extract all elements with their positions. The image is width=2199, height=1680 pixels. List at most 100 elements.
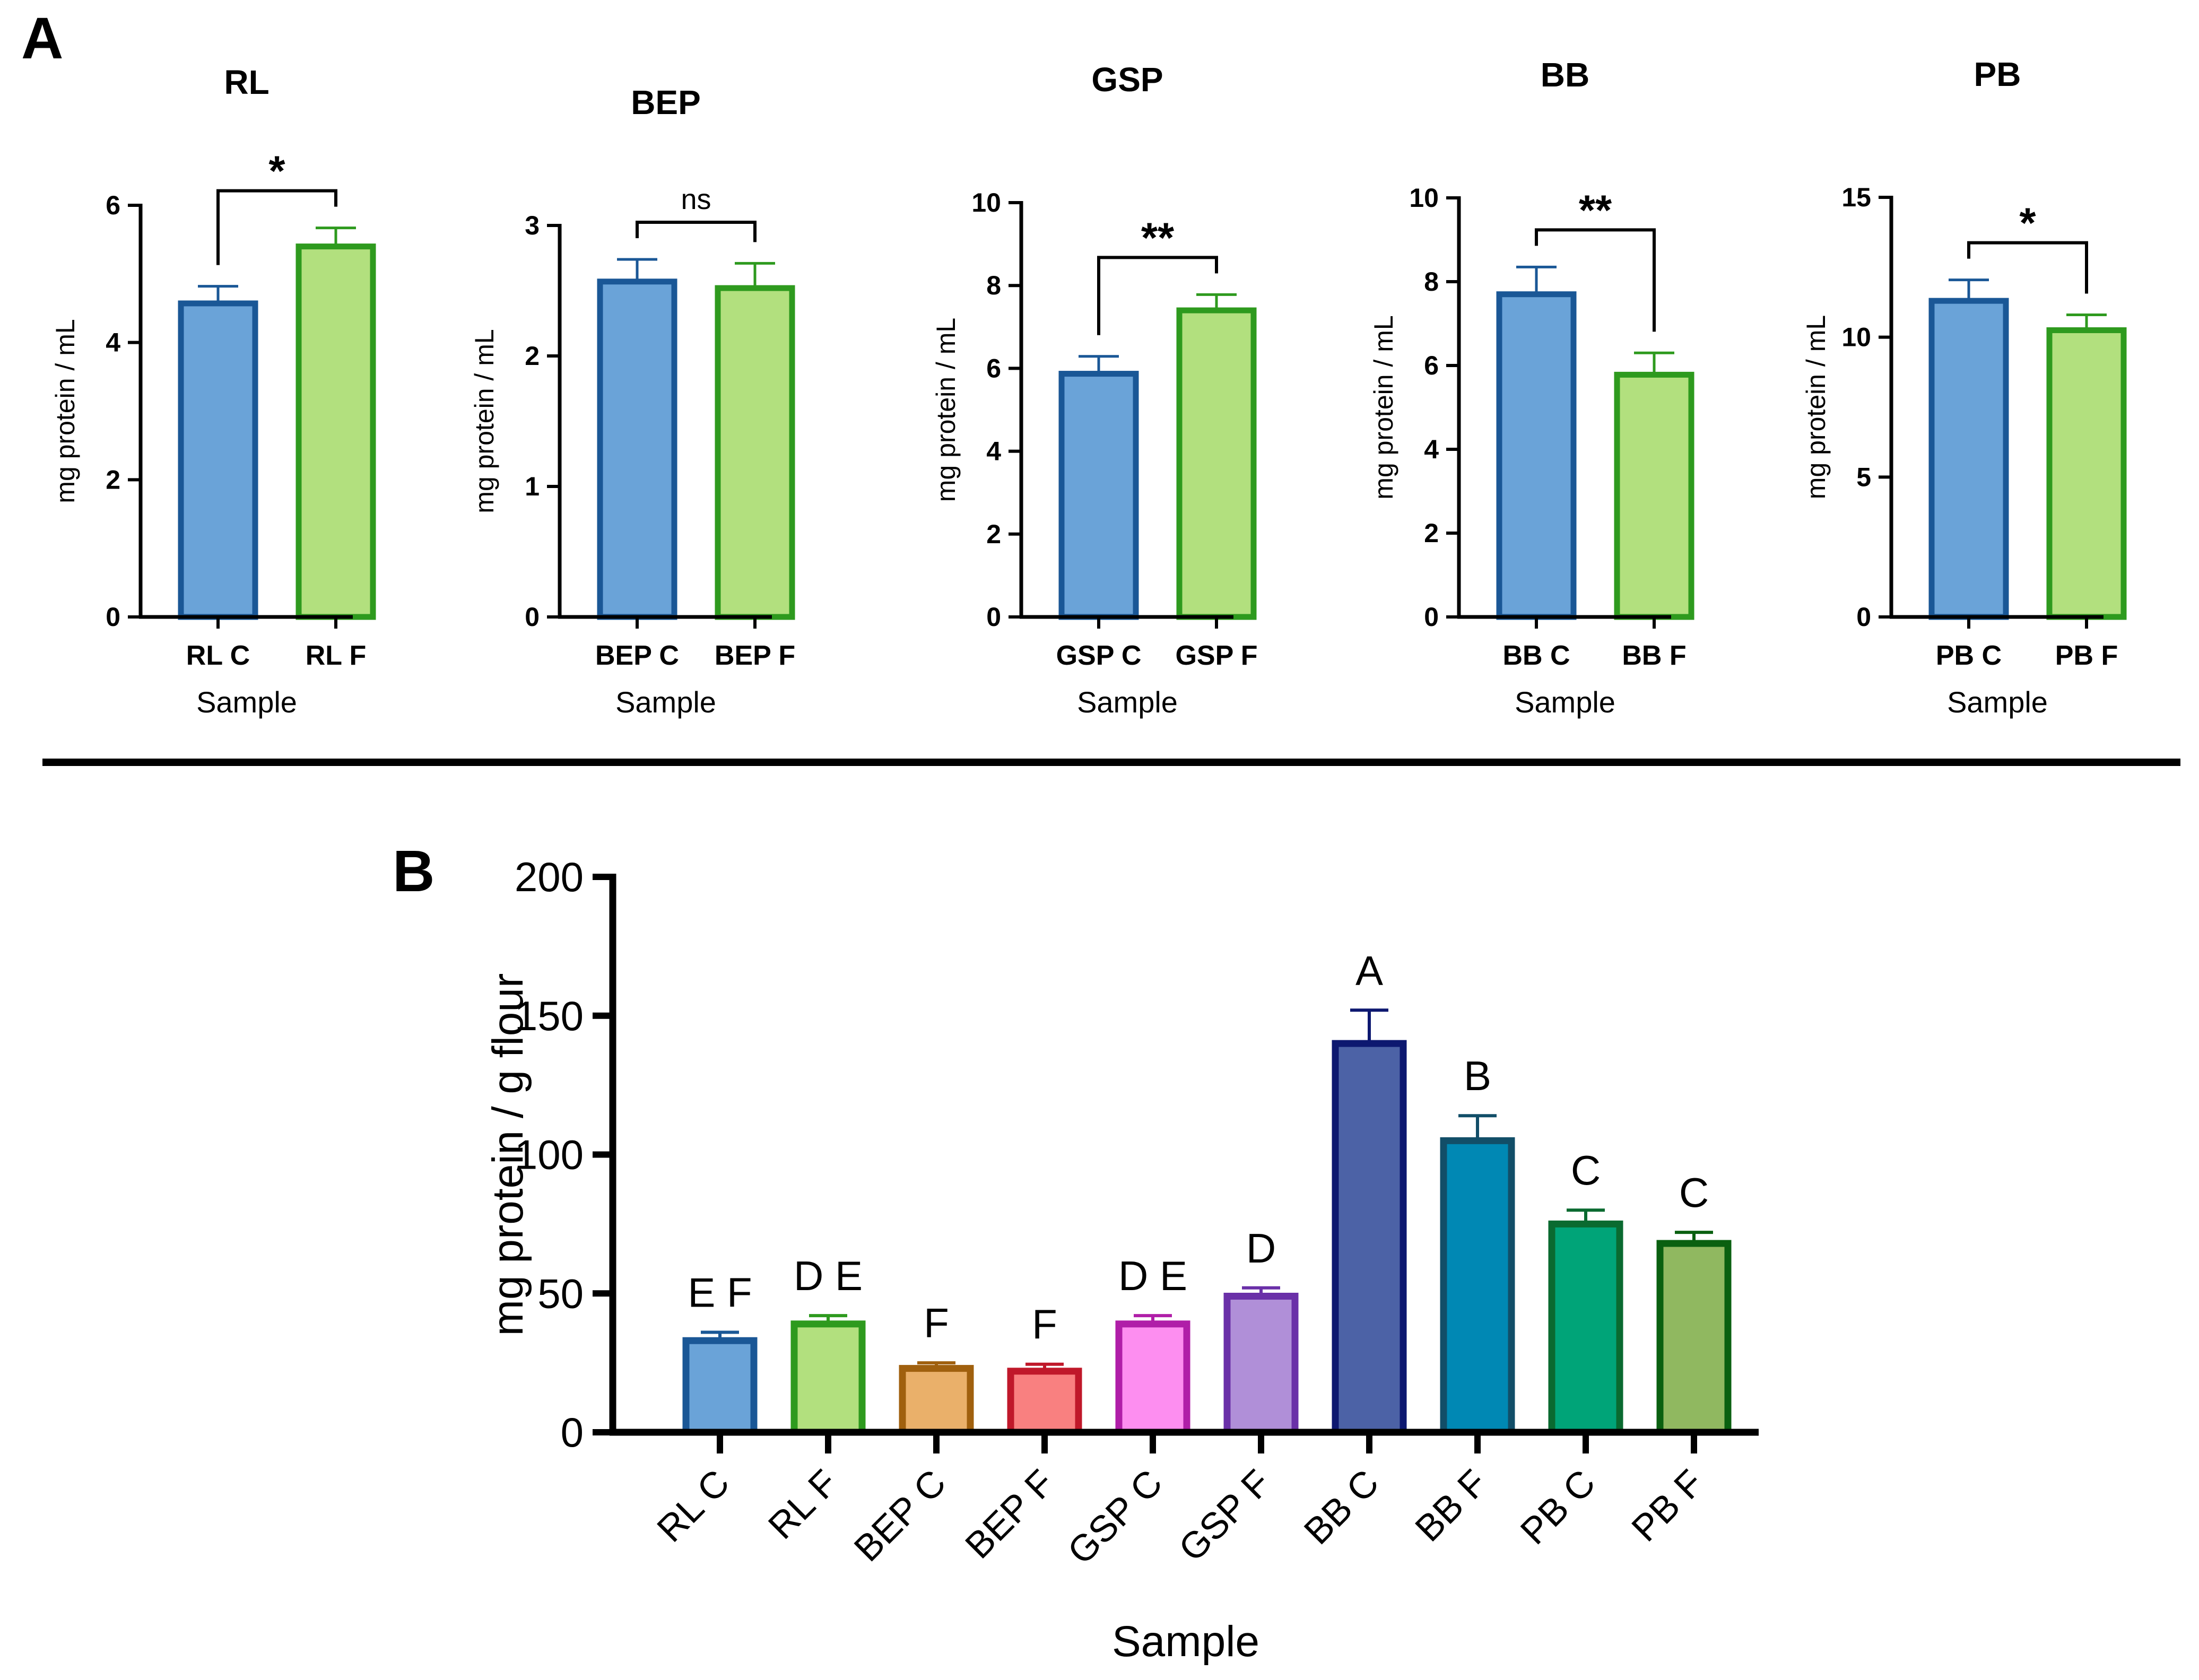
y-tick-label: 0 — [106, 602, 120, 632]
y-tick-label: 0 — [1856, 602, 1871, 632]
y-tick-label: 5 — [1856, 462, 1871, 492]
y-tick-label: 10 — [1409, 183, 1439, 213]
bar-bep-f — [715, 285, 795, 620]
x-tick-label: GSP C — [1056, 640, 1142, 671]
y-tick-label: 8 — [986, 271, 1001, 300]
bar-bep-c — [899, 1365, 974, 1436]
chart-title: RL — [224, 63, 269, 101]
bar-bb-c — [1332, 1040, 1407, 1436]
chart-gsp: 0 2 4 6 8 10 GSP C GSP F Sample mg protein / mL GS… — [931, 60, 1258, 719]
x-axis-label: Sample — [1515, 685, 1615, 719]
bar-gsp-f — [1223, 1292, 1299, 1436]
bar-rl-c — [682, 1337, 758, 1436]
bar-gsp-f — [1176, 307, 1257, 620]
chart-title: PB — [1974, 55, 2021, 93]
x-tick-label: BB F — [1622, 640, 1686, 671]
x-tick-label: GSP C — [1059, 1461, 1170, 1572]
group-letter-bb-f: B — [1464, 1052, 1491, 1099]
chart-title: BEP — [631, 83, 701, 121]
x-axis-label: Sample — [615, 685, 716, 719]
significance-label: ns — [681, 184, 711, 215]
chart-title: GSP — [1091, 60, 1163, 99]
group-letter-gsp-c: D E — [1118, 1252, 1187, 1299]
y-tick-label: 50 — [537, 1270, 584, 1317]
bar-rl-f — [790, 1320, 866, 1436]
x-tick-label: BEP C — [846, 1461, 954, 1569]
group-letter-bep-f: F — [1032, 1301, 1057, 1348]
bar-pb-c — [1928, 298, 2009, 620]
y-tick-label: 0 — [525, 602, 540, 632]
bar-bb-c — [1496, 291, 1577, 620]
bar-rl-f — [295, 243, 376, 620]
y-tick-label: 6 — [986, 353, 1001, 383]
group-letter-pb-f: C — [1679, 1169, 1709, 1216]
panel-b-label: B — [393, 839, 434, 904]
group-letter-pb-c: C — [1571, 1147, 1601, 1194]
significance-bracket — [1967, 241, 2088, 294]
x-tick-label: RL C — [186, 640, 250, 671]
y-tick-label: 6 — [106, 190, 120, 220]
y-axis-label: mg protein / mL — [470, 329, 499, 513]
significance-bracket — [1535, 228, 1656, 332]
group-letter-bb-c: A — [1355, 947, 1383, 994]
x-tick-label: GSP F — [1171, 1461, 1279, 1569]
x-axis-label: Sample — [1947, 685, 2048, 719]
significance-bracket — [1097, 256, 1218, 335]
significance-bracket — [636, 220, 757, 242]
y-tick-label: 6 — [1424, 351, 1439, 380]
y-tick-label: 1 — [525, 472, 540, 501]
y-tick-label: 15 — [1841, 182, 1871, 212]
x-tick-label: PB C — [1513, 1461, 1603, 1552]
bar-bb-f — [1440, 1137, 1515, 1436]
y-axis-label: mg protein / mL — [1801, 315, 1831, 499]
bar-gsp-c — [1115, 1320, 1190, 1436]
bar-bep-c — [597, 278, 677, 620]
y-tick-label: 2 — [106, 465, 120, 494]
significance-label: * — [268, 147, 285, 195]
chart-rl: 0 2 4 6 RL C RL F Sample mg protein / mL RL * — [50, 63, 376, 719]
group-letter-rl-f: D E — [794, 1252, 863, 1299]
x-axis-label: Sample — [196, 685, 297, 719]
x-tick-label: RL C — [649, 1461, 737, 1550]
bar-bep-f — [1007, 1368, 1082, 1436]
x-tick-label: BB C — [1296, 1461, 1387, 1552]
x-tick-label: BEP F — [957, 1461, 1062, 1566]
x-axis-label: Sample — [1077, 685, 1178, 719]
panel-a: 0 2 4 6 RL C RL F Sample mg protein / mL RL * 0 1 2 3… — [50, 55, 2127, 719]
x-tick-label: PB C — [1936, 640, 2002, 671]
x-tick-label: BB C — [1502, 640, 1570, 671]
y-tick-label: 150 — [515, 993, 584, 1039]
group-letter-rl-c: E F — [688, 1269, 752, 1316]
x-tick-label: PB F — [1623, 1461, 1711, 1549]
chart-mg-protein-per-g-flour: E F RL C D E RL F F BEP C F BEP F D E GSP C D GSP F… — [484, 854, 1759, 1666]
y-tick-label: 0 — [561, 1409, 584, 1456]
bar-pb-c — [1548, 1220, 1623, 1436]
y-tick-label: 2 — [1424, 518, 1439, 548]
y-tick-label: 4 — [1424, 434, 1439, 464]
x-tick-label: RL F — [306, 640, 367, 671]
chart-title: BB — [1541, 56, 1589, 94]
y-tick-label: 3 — [525, 211, 540, 240]
panel-b: E F RL C D E RL F F BEP C F BEP F D E GSP C D GSP F… — [484, 854, 1759, 1666]
panel-a-label: A — [21, 6, 63, 71]
y-tick-label: 0 — [1424, 602, 1439, 632]
x-tick-label: PB F — [2055, 640, 2118, 671]
bar-gsp-c — [1058, 371, 1139, 620]
significance-label: ** — [1579, 186, 1612, 233]
group-letter-gsp-f: D — [1246, 1225, 1276, 1272]
y-tick-label: 10 — [1841, 323, 1871, 352]
y-tick-label: 0 — [986, 602, 1001, 632]
chart-bep: 0 1 2 3 BEP C BEP F Sample mg protein / mL BEP ns — [470, 83, 795, 719]
y-axis-label: mg protein / mL — [50, 319, 80, 503]
y-tick-label: 4 — [986, 437, 1001, 466]
bar-pb-f — [1656, 1240, 1732, 1436]
y-tick-label: 10 — [971, 188, 1001, 217]
x-tick-label: BEP C — [595, 640, 679, 671]
x-tick-label: RL F — [760, 1461, 846, 1547]
x-tick-label: BB F — [1407, 1461, 1494, 1549]
x-tick-label: GSP F — [1175, 640, 1257, 671]
y-axis-label: mg protein / g flour — [484, 973, 532, 1336]
